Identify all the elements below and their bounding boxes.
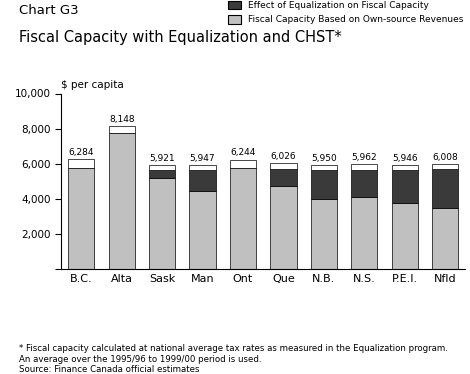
Bar <box>392 170 418 203</box>
Bar <box>270 186 297 269</box>
Bar <box>351 170 377 197</box>
Bar <box>270 169 297 186</box>
Text: * Fiscal capacity calculated at national average tax rates as measured in the Eq: * Fiscal capacity calculated at national… <box>19 344 447 374</box>
Bar <box>311 165 337 170</box>
Legend: Effect of CHST on Fiscal Capacity, Effect of Equalization on Fiscal Capacity, Fi: Effect of CHST on Fiscal Capacity, Effec… <box>227 0 465 26</box>
Bar <box>149 170 175 178</box>
Bar <box>109 126 135 133</box>
Bar <box>311 170 337 199</box>
Text: $ per capita: $ per capita <box>61 80 124 90</box>
Bar <box>432 169 458 208</box>
Bar <box>392 165 418 170</box>
Text: 6,026: 6,026 <box>271 152 296 161</box>
Text: 5,950: 5,950 <box>311 154 337 163</box>
Bar <box>68 159 94 168</box>
Text: 5,947: 5,947 <box>190 154 215 163</box>
Text: 6,284: 6,284 <box>69 148 94 157</box>
Bar <box>189 165 216 170</box>
Bar <box>270 163 297 169</box>
Bar <box>311 199 337 269</box>
Bar <box>351 197 377 269</box>
Bar <box>230 160 256 168</box>
Text: Chart G3: Chart G3 <box>19 4 78 17</box>
Text: 5,962: 5,962 <box>352 153 377 162</box>
Bar <box>149 178 175 269</box>
Bar <box>351 165 377 170</box>
Bar <box>432 208 458 269</box>
Text: 8,148: 8,148 <box>109 115 134 124</box>
Bar <box>189 170 216 191</box>
Text: 6,008: 6,008 <box>432 153 458 162</box>
Text: Fiscal Capacity with Equalization and CHST*: Fiscal Capacity with Equalization and CH… <box>19 30 342 45</box>
Text: 6,244: 6,244 <box>230 148 256 157</box>
Bar <box>68 168 94 269</box>
Text: 5,921: 5,921 <box>149 154 175 163</box>
Text: 5,946: 5,946 <box>392 154 417 163</box>
Bar <box>149 165 175 170</box>
Bar <box>109 133 135 269</box>
Bar <box>432 164 458 169</box>
Bar <box>189 191 216 269</box>
Bar <box>392 203 418 269</box>
Bar <box>230 168 256 269</box>
